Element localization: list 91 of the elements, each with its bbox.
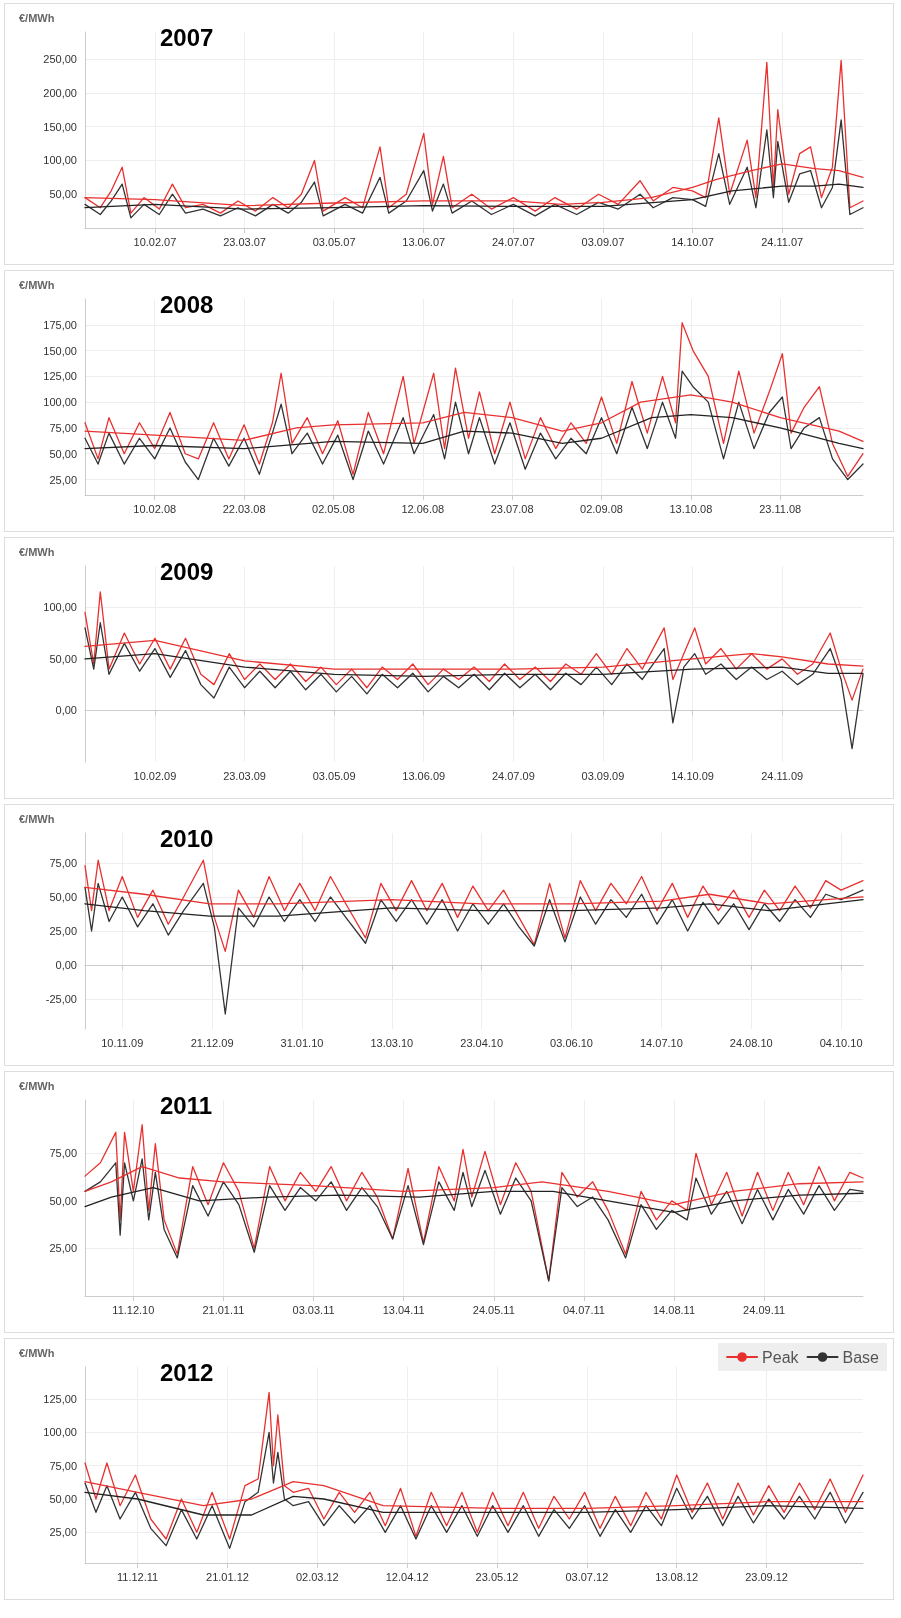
x-tick-label: 23.09.12: [745, 1570, 788, 1583]
chart-title: 2008: [160, 290, 214, 318]
y-tick-label: 125,00: [43, 1393, 77, 1405]
y-tick-label: 50,00: [49, 652, 77, 665]
x-tick-label: 21.01.11: [202, 1303, 245, 1316]
y-tick-label: 25,00: [49, 473, 77, 486]
x-tick-label: 03.05.09: [312, 769, 356, 782]
x-tick-label: 21.01.12: [206, 1570, 249, 1583]
y-tick-label: 175,00: [43, 318, 77, 331]
y-tick-label: 50,00: [49, 188, 77, 201]
y-tick-label: 25,00: [49, 925, 77, 937]
y-tick-label: 75,00: [49, 856, 77, 869]
y-tick-label: 50,00: [49, 447, 77, 460]
chart-title: 2010: [160, 824, 214, 852]
y-tick-label: 100,00: [43, 601, 77, 614]
chart-title: 2011: [160, 1091, 213, 1119]
y-axis-title: €/MWh: [19, 278, 55, 291]
x-tick-label: 23.04.10: [460, 1036, 504, 1049]
y-tick-label: 150,00: [43, 344, 77, 357]
x-tick-label: 10.02.08: [133, 502, 177, 515]
x-tick-label: 24.09.11: [743, 1303, 786, 1316]
y-axis-title: €/MWh: [19, 545, 55, 558]
x-tick-label: 14.07.10: [639, 1036, 683, 1049]
y-tick-label: 100,00: [43, 154, 77, 167]
x-tick-label: 13.06.07: [402, 235, 446, 248]
y-tick-label: 125,00: [43, 370, 77, 383]
y-tick-label: 25,00: [49, 1526, 77, 1539]
y-tick-label: 100,00: [43, 1426, 77, 1439]
x-tick-label: 12.06.08: [401, 502, 445, 515]
y-tick-label: 50,00: [49, 1194, 77, 1207]
y-tick-label: 250,00: [43, 53, 77, 66]
y-tick-label: 25,00: [49, 1242, 77, 1255]
y-tick-label: 200,00: [43, 86, 77, 99]
x-tick-label: 24.11.09: [761, 769, 804, 782]
x-tick-label: 10.02.09: [133, 769, 177, 782]
x-tick-label: 04.07.11: [562, 1303, 605, 1316]
y-tick-label: 100,00: [43, 396, 77, 409]
y-tick-label: 75,00: [49, 1147, 77, 1160]
y-tick-label: 0,00: [55, 959, 77, 972]
x-tick-label: 23.07.08: [490, 502, 534, 515]
x-tick-label: 03.03.11: [292, 1303, 335, 1316]
x-tick-label: 04.10.10: [819, 1036, 863, 1049]
x-tick-label: 24.07.09: [491, 769, 535, 782]
x-tick-label: 31.01.10: [280, 1036, 324, 1049]
x-tick-label: 14.10.09: [671, 769, 714, 782]
y-axis-title: €/MWh: [19, 1079, 55, 1092]
x-tick-label: 03.09.07: [581, 235, 625, 248]
x-tick-label: 22.03.08: [222, 502, 266, 515]
x-tick-label: 13.10.08: [669, 502, 713, 515]
x-tick-label: 14.08.11: [652, 1303, 695, 1316]
y-tick-label: 0,00: [55, 704, 77, 717]
x-tick-label: 23.11.08: [759, 502, 802, 515]
x-tick-label: 14.10.07: [671, 235, 714, 248]
x-tick-label: 02.05.08: [312, 502, 355, 515]
y-tick-label: -25,00: [45, 993, 77, 1006]
y-axis-title: €/MWh: [19, 1346, 55, 1359]
chart-title: 2007: [160, 23, 214, 51]
legend-label: Peak: [762, 1348, 800, 1366]
x-tick-label: 23.03.07: [223, 235, 266, 248]
x-tick-label: 10.02.07: [133, 235, 177, 248]
legend-label: Base: [842, 1348, 880, 1366]
y-tick-label: 75,00: [49, 421, 77, 434]
y-tick-label: 50,00: [49, 890, 77, 903]
y-tick-label: 50,00: [49, 1493, 77, 1505]
x-tick-label: 03.05.07: [312, 235, 356, 248]
x-tick-label: 02.09.08: [580, 502, 623, 515]
x-tick-label: 23.05.12: [475, 1570, 519, 1583]
x-tick-label: 03.06.10: [550, 1036, 593, 1049]
x-tick-label: 13.03.10: [370, 1036, 414, 1049]
x-tick-label: 11.12.11: [117, 1570, 159, 1583]
x-tick-label: 24.08.10: [729, 1036, 773, 1049]
y-tick-label: 75,00: [49, 1459, 77, 1472]
x-tick-label: 24.11.07: [761, 235, 804, 248]
x-tick-label: 03.09.09: [581, 769, 625, 782]
x-tick-label: 10.11.09: [101, 1036, 144, 1049]
x-tick-label: 13.08.12: [655, 1570, 699, 1583]
x-tick-label: 23.03.09: [223, 769, 266, 782]
x-tick-label: 02.03.12: [295, 1570, 339, 1583]
x-tick-label: 21.12.09: [190, 1036, 234, 1049]
x-tick-label: 13.06.09: [402, 769, 446, 782]
y-axis-title: €/MWh: [19, 812, 55, 825]
x-tick-label: 11.12.10: [112, 1303, 155, 1316]
x-tick-label: 12.04.12: [385, 1570, 429, 1583]
x-tick-label: 24.07.07: [491, 235, 535, 248]
y-tick-label: 150,00: [43, 120, 77, 133]
x-tick-label: 13.04.11: [382, 1303, 425, 1316]
x-tick-label: 03.07.12: [565, 1570, 609, 1583]
chart-title: 2009: [160, 557, 214, 585]
chart-title: 2012: [160, 1358, 214, 1386]
x-tick-label: 24.05.11: [472, 1303, 515, 1316]
y-axis-title: €/MWh: [19, 11, 55, 24]
